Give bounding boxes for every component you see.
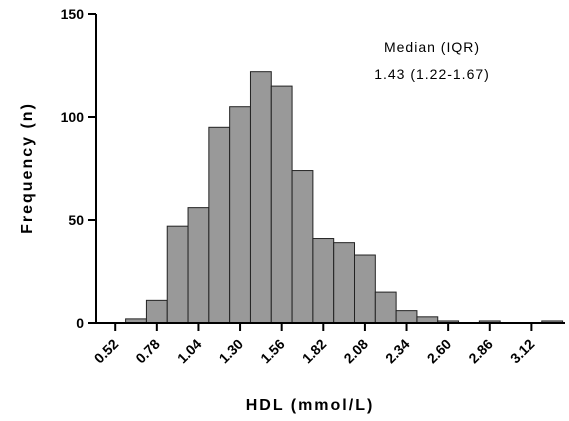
y-tick-label: 50 [68,212,84,228]
annotation: 1.43 (1.22-1.67) [374,66,490,82]
x-tick-label: 2.60 [424,336,455,367]
bar [249,71,272,324]
x-tick-label: 0.52 [91,336,122,367]
bar [270,85,293,324]
y-axis-label: Frequency (n) [19,102,36,234]
bar [145,299,168,324]
x-tick-label: 3.12 [507,336,538,367]
annotation: Median (IQR) [384,39,480,55]
x-tick-label: 2.86 [465,336,496,367]
x-tick-label: 0.78 [132,336,163,367]
x-axis-label: HDL (mmol/L) [246,397,375,414]
y-tick-label: 0 [76,315,84,331]
x-tick-label: 1.56 [257,336,288,367]
bar [208,126,231,324]
bar [312,238,335,324]
x-tick-label: 2.08 [340,336,371,367]
x-tick-label: 1.30 [216,336,247,367]
y-tick-label: 150 [61,6,85,22]
x-tick-label: 2.34 [382,336,413,367]
bar [354,254,376,324]
x-tick-label: 1.04 [174,336,205,367]
bar [395,310,418,324]
bar [229,106,251,324]
bar [333,242,356,324]
bar [187,207,210,324]
x-tick-label: 1.82 [299,336,330,367]
bar [374,291,397,324]
bar [291,170,314,324]
bar [166,225,189,324]
y-tick-label: 100 [61,109,85,125]
